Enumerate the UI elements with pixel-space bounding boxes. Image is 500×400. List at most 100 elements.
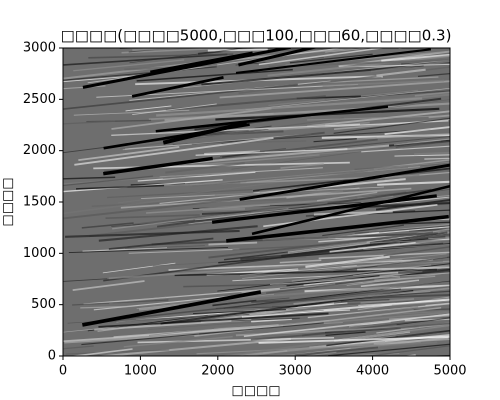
- texture-streak: [357, 266, 450, 271]
- texture-streak: [324, 90, 450, 100]
- texture-streak: [72, 280, 145, 291]
- texture-streak: [271, 9, 500, 27]
- texture-streak: [217, 263, 450, 292]
- x-axis-label: □□□□: [231, 384, 280, 399]
- texture-streak: [410, 233, 450, 241]
- texture-streak: [301, 351, 337, 356]
- texture-streak: [281, 48, 373, 51]
- texture-streak: [193, 202, 328, 220]
- y-tick-label: 0: [48, 349, 56, 364]
- texture-streak: [360, 279, 420, 288]
- texture-streak: [258, 48, 387, 66]
- texture-streak: [218, 0, 494, 21]
- texture-streak: [424, 157, 450, 160]
- texture-jam: [226, 214, 449, 243]
- texture-streak: [204, 150, 261, 156]
- texture-streak: [251, 318, 292, 323]
- texture-streak: [130, 0, 290, 16]
- texture-streak: [259, 4, 479, 15]
- texture-streak: [384, 126, 450, 136]
- texture-streak: [96, 20, 157, 22]
- texture-streak: [156, 188, 432, 228]
- x-tick-label: 5000: [433, 364, 466, 379]
- texture-streak: [73, 59, 185, 72]
- texture-streak: [88, 53, 234, 59]
- texture-streak: [124, 0, 329, 15]
- texture-streak: [398, 270, 450, 274]
- texture-streak: [93, 0, 278, 15]
- texture-streak: [102, 314, 220, 323]
- texture-streak: [322, 76, 439, 84]
- texture-streak: [289, 53, 373, 64]
- texture-streak: [327, 0, 500, 25]
- texture-streak: [363, 243, 450, 251]
- texture-streak: [132, 48, 189, 52]
- texture-streak: [108, 237, 214, 250]
- texture-streak: [245, 87, 450, 111]
- texture-streak: [195, 148, 348, 156]
- texture-streak: [63, 53, 228, 66]
- texture-jam: [103, 156, 213, 176]
- texture-streak: [370, 221, 450, 226]
- texture-streak: [313, 210, 393, 216]
- y-tick-label: 3000: [23, 41, 56, 56]
- texture-jam: [150, 51, 253, 74]
- texture-streak: [346, 78, 450, 85]
- texture-streak: [258, 336, 450, 344]
- image-texture: [59, 0, 500, 356]
- texture-jam: [131, 75, 224, 98]
- texture-streak: [73, 109, 190, 116]
- texture-streak: [276, 346, 379, 356]
- texture-streak: [63, 120, 115, 125]
- texture-streak: [280, 8, 388, 21]
- texture-streak: [391, 300, 450, 306]
- texture-streak: [263, 203, 438, 228]
- texture-streak: [202, 207, 245, 212]
- texture-streak: [81, 322, 324, 346]
- y-tick-label: 2500: [23, 92, 56, 107]
- texture-streak: [267, 55, 450, 77]
- texture-streak: [128, 0, 330, 11]
- texture-streak: [393, 138, 450, 146]
- texture-streak: [111, 107, 272, 130]
- texture-streak: [280, 163, 324, 169]
- texture-streak: [279, 259, 322, 264]
- texture-streak: [368, 223, 450, 233]
- texture-streak: [233, 0, 337, 8]
- texture-streak: [240, 285, 450, 309]
- x-tick-label: 1000: [124, 364, 157, 379]
- texture-streak: [394, 154, 450, 157]
- texture-streak: [293, 287, 450, 305]
- texture-streak: [148, 306, 419, 336]
- texture-streak: [377, 180, 450, 186]
- texture-streak: [350, 341, 438, 349]
- texture-streak: [129, 48, 247, 64]
- texture-streak: [72, 299, 169, 306]
- texture-streak: [231, 317, 300, 322]
- texture-streak: [250, 322, 450, 341]
- texture-streak: [81, 222, 134, 229]
- texture-streak: [265, 278, 375, 295]
- texture-streak: [349, 238, 450, 245]
- texture-streak: [379, 8, 500, 26]
- texture-streak: [82, 247, 168, 252]
- texture-streak: [339, 63, 450, 68]
- texture-streak: [367, 99, 450, 112]
- texture-streak: [63, 85, 106, 90]
- texture-streak: [94, 337, 291, 356]
- texture-streak: [305, 255, 390, 268]
- x-tick-label: 4000: [356, 364, 389, 379]
- texture-streak: [144, 9, 366, 24]
- texture-streak: [98, 312, 329, 328]
- texture-jam: [82, 290, 262, 327]
- texture-streak: [102, 262, 176, 274]
- texture-streak: [119, 117, 344, 150]
- texture-streak: [392, 17, 465, 23]
- texture-streak: [322, 79, 445, 87]
- texture-streak: [383, 246, 450, 257]
- texture-jam: [82, 48, 292, 89]
- texture-streak: [59, 0, 279, 10]
- texture-streak: [128, 248, 240, 254]
